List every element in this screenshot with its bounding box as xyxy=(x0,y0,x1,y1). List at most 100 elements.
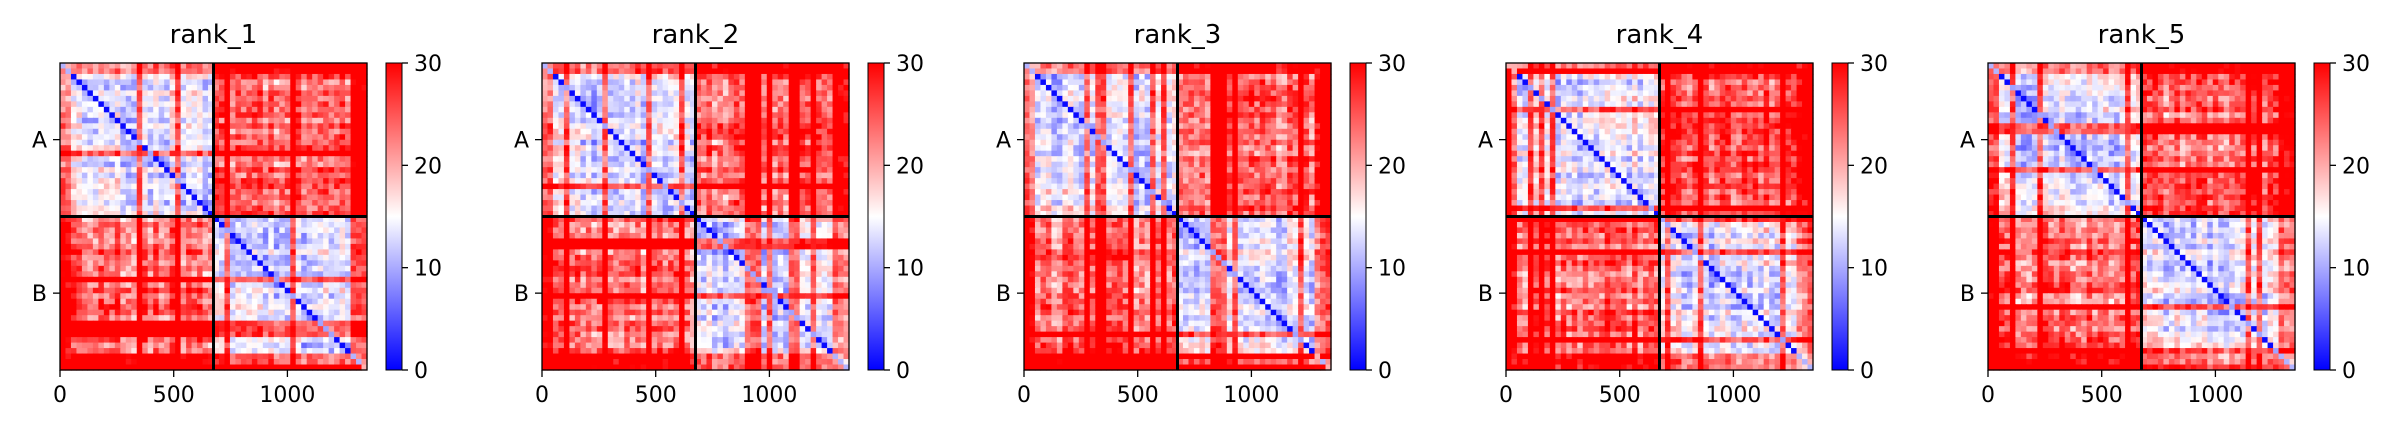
heatmap-cell xyxy=(60,150,67,157)
heatmap-cell xyxy=(120,189,127,196)
heatmap-cell xyxy=(328,298,335,305)
heatmap-cell xyxy=(114,249,121,256)
heatmap-cell xyxy=(208,73,215,81)
heatmap-cell xyxy=(750,68,757,75)
heatmap-cell xyxy=(191,287,198,294)
heatmap-cell xyxy=(339,216,346,223)
heatmap-cell xyxy=(218,211,226,218)
heatmap-cell xyxy=(356,205,363,212)
heatmap-cell xyxy=(273,134,280,141)
heatmap-cell xyxy=(766,112,773,119)
heatmap-cell xyxy=(350,326,357,333)
heatmap-cell xyxy=(821,221,828,229)
heatmap-cell xyxy=(777,68,784,75)
heatmap-cell xyxy=(334,265,341,272)
heatmap-cell xyxy=(772,167,779,174)
heatmap-cell xyxy=(65,331,72,338)
heatmap-cell xyxy=(208,68,215,75)
heatmap-cell xyxy=(109,342,116,349)
heatmap-cell xyxy=(268,364,275,371)
heatmap-cell xyxy=(213,287,220,294)
heatmap-cell xyxy=(345,353,352,360)
heatmap-cell xyxy=(356,221,363,229)
heatmap-cell xyxy=(585,123,592,130)
heatmap-cell xyxy=(251,183,258,190)
heatmap-cell xyxy=(328,79,335,86)
heatmap-cell xyxy=(235,359,242,366)
heatmap-cell xyxy=(766,238,773,245)
heatmap-cell xyxy=(164,238,171,245)
heatmap-cell xyxy=(695,189,702,196)
heatmap-cell xyxy=(131,68,138,75)
heatmap-cell xyxy=(843,221,850,229)
heatmap-cell xyxy=(70,282,78,289)
heatmap-cell xyxy=(240,63,247,70)
heatmap-cell xyxy=(711,221,719,229)
heatmap-cell xyxy=(87,298,94,305)
heatmap-cell xyxy=(279,156,286,163)
heatmap-cell xyxy=(777,73,784,81)
heatmap-cell xyxy=(169,249,176,256)
heatmap-cell xyxy=(279,260,286,267)
heatmap-cell xyxy=(722,128,729,135)
heatmap-cell xyxy=(827,227,834,234)
heatmap-cell xyxy=(81,249,89,256)
heatmap-cell xyxy=(345,293,352,300)
heatmap-cell xyxy=(323,101,330,108)
heatmap-cell xyxy=(279,282,286,289)
heatmap-cell xyxy=(827,84,834,92)
heatmap-cell xyxy=(323,63,330,70)
heatmap-cell xyxy=(240,167,247,174)
heatmap-cell xyxy=(607,232,614,240)
heatmap-cell xyxy=(197,227,204,234)
heatmap-cell xyxy=(103,205,110,212)
heatmap-cell xyxy=(717,84,724,92)
heatmap-cell xyxy=(306,331,313,338)
heatmap-cell xyxy=(717,63,724,70)
heatmap-cell xyxy=(109,293,116,300)
heatmap-cell xyxy=(240,304,247,311)
heatmap-cell xyxy=(131,315,138,322)
heatmap-cell xyxy=(218,359,226,366)
heatmap-cell xyxy=(662,134,669,141)
heatmap-cell xyxy=(136,95,143,102)
heatmap-cell xyxy=(542,145,549,152)
heatmap-cell xyxy=(591,232,598,240)
heatmap-cell xyxy=(290,260,297,267)
heatmap-cell xyxy=(613,68,620,75)
heatmap-cell xyxy=(142,282,149,289)
heatmap-cell xyxy=(103,200,110,207)
heatmap-cell xyxy=(684,150,691,157)
heatmap-cell xyxy=(186,145,193,152)
heatmap-cell xyxy=(218,117,226,124)
heatmap-cell xyxy=(295,298,302,305)
heatmap-cell xyxy=(843,112,850,119)
heatmap-cell xyxy=(810,145,817,152)
heatmap-cell xyxy=(301,304,308,311)
heatmap-cell xyxy=(224,68,231,75)
heatmap-cell xyxy=(131,84,138,92)
heatmap-cell xyxy=(301,298,308,305)
heatmap-cell xyxy=(843,200,850,207)
heatmap-cell xyxy=(191,315,198,322)
heatmap-cell xyxy=(65,205,72,212)
heatmap-cell xyxy=(76,79,83,86)
heatmap-cell xyxy=(755,216,762,223)
heatmap-cell xyxy=(722,117,729,124)
heatmap-cell xyxy=(213,221,220,229)
heatmap-cell xyxy=(213,63,220,70)
heatmap-cell xyxy=(136,320,143,327)
heatmap-cell xyxy=(350,101,357,108)
heatmap-cell xyxy=(646,200,653,207)
heatmap-cell xyxy=(328,84,335,92)
heatmap-cell xyxy=(153,90,160,97)
heatmap-cell xyxy=(788,221,795,229)
heatmap-cell xyxy=(312,265,319,272)
heatmap-cell xyxy=(755,84,762,92)
heatmap-cell xyxy=(202,167,209,174)
heatmap-cell xyxy=(262,216,269,223)
heatmap-cell xyxy=(290,348,297,355)
heatmap-cell xyxy=(290,63,297,70)
heatmap-cell xyxy=(690,178,697,185)
heatmap-cell xyxy=(596,68,603,75)
